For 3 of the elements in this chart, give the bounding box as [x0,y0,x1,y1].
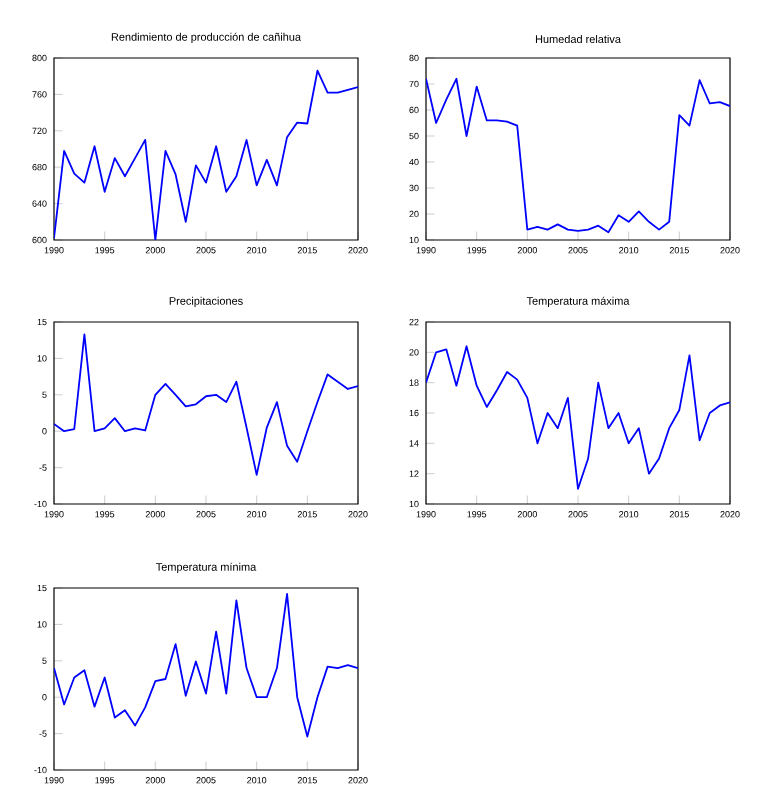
line-series [426,77,731,234]
line-series [426,345,731,490]
line-series [54,592,358,738]
